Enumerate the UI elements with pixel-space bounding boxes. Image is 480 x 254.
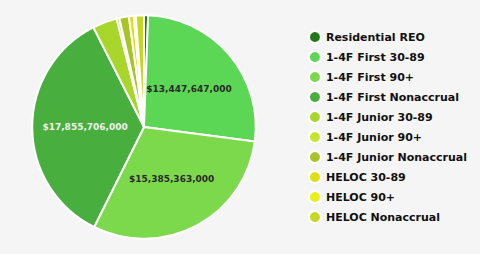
svg-text:HELOC 90+: HELOC 90+ [326,191,395,204]
svg-text:$15,385,363,000: $15,385,363,000 [129,174,214,184]
svg-text:$13,447,647,000: $13,447,647,000 [146,84,231,94]
svg-text:1-4F First 30-89: 1-4F First 30-89 [326,51,425,64]
svg-text:1-4F Junior 30-89: 1-4F Junior 30-89 [326,111,433,124]
svg-text:Residential REO: Residential REO [326,31,425,44]
svg-text:HELOC Nonaccrual: HELOC Nonaccrual [326,211,440,224]
svg-text:1-4F Junior Nonaccrual: 1-4F Junior Nonaccrual [326,151,467,164]
svg-text:1-4F First 90+: 1-4F First 90+ [326,71,414,84]
svg-text:1-4F First Nonaccrual: 1-4F First Nonaccrual [326,91,459,104]
svg-text:HELOC 30-89: HELOC 30-89 [326,171,406,184]
svg-text:$17,855,706,000: $17,855,706,000 [42,122,127,132]
svg-text:1-4F Junior 90+: 1-4F Junior 90+ [326,131,422,144]
